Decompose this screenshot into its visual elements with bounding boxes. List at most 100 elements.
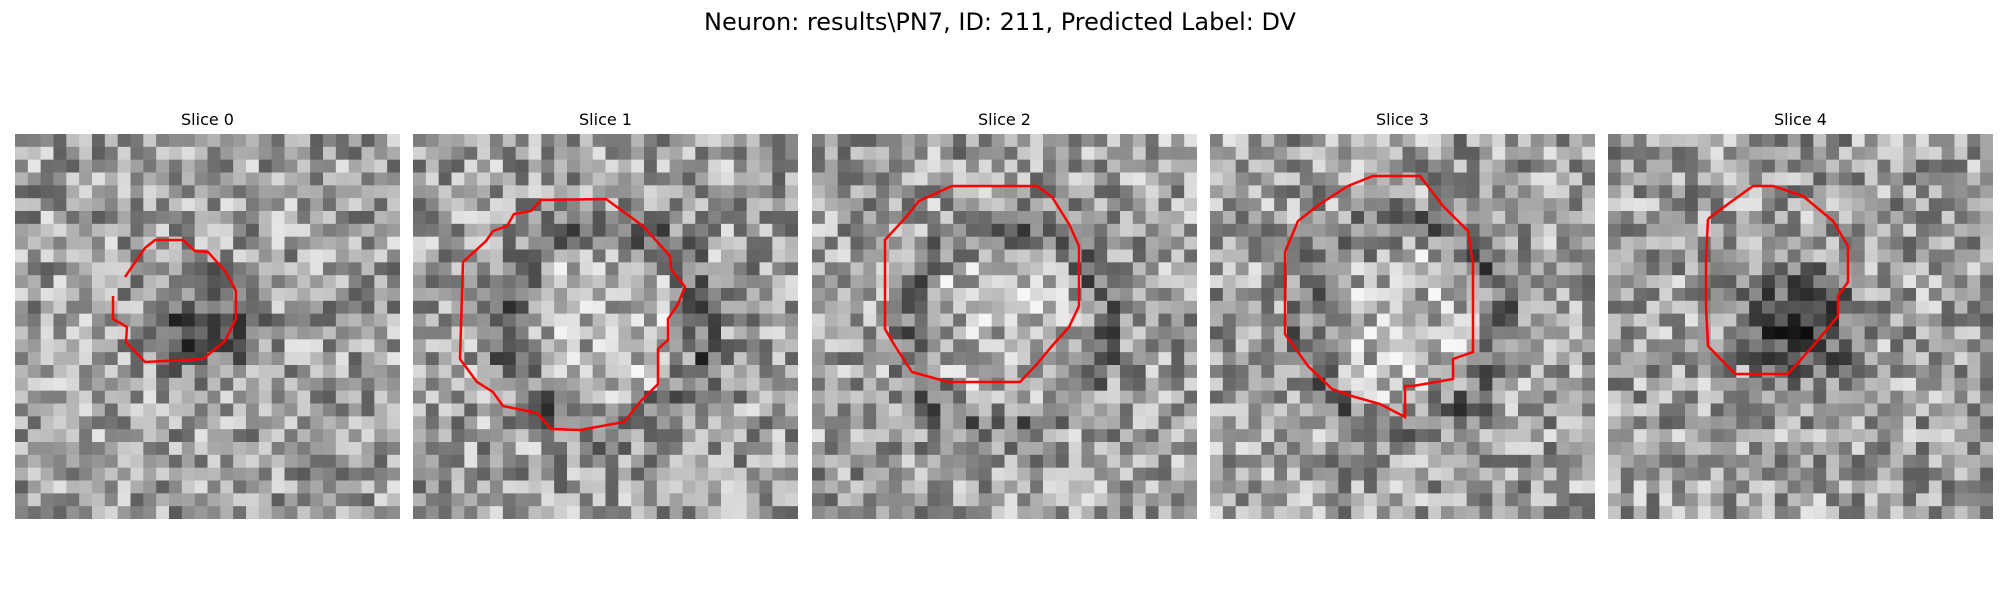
pixel [1530, 172, 1545, 186]
pixel [1697, 288, 1712, 302]
pixel [1530, 198, 1545, 212]
pixel [66, 275, 80, 289]
pixel [1081, 146, 1095, 161]
pixel [1030, 236, 1044, 251]
pixel [15, 313, 29, 328]
pixel [348, 249, 363, 263]
pixel [1222, 262, 1237, 276]
pixel [310, 249, 324, 263]
pixel [695, 365, 709, 379]
pixel [1453, 429, 1468, 443]
pixel [413, 134, 427, 148]
pixel [1004, 493, 1018, 507]
pixel [1582, 403, 1595, 417]
pixel [27, 493, 42, 507]
pixel [1774, 403, 1789, 417]
pixel [1954, 390, 1968, 405]
pixel [1466, 223, 1481, 238]
pixel [1659, 390, 1673, 405]
pixel [335, 313, 350, 328]
pixel [656, 223, 671, 238]
pixel [644, 262, 658, 276]
pixel [1864, 159, 1879, 174]
pixel [669, 146, 684, 161]
pixel [837, 480, 852, 494]
pixel [1376, 339, 1391, 353]
pixel [1890, 313, 1904, 328]
pixel [1916, 275, 1930, 289]
pixel [1697, 493, 1712, 507]
pixel [1556, 467, 1570, 482]
pixel [1774, 223, 1789, 238]
pixel [1749, 480, 1763, 494]
pixel [759, 403, 773, 417]
pixel [1736, 198, 1750, 212]
pixel [310, 262, 324, 276]
pixel [1851, 429, 1866, 443]
pixel [464, 275, 478, 289]
pixel [1287, 198, 1301, 212]
pixel [889, 223, 903, 238]
pixel [1723, 480, 1737, 494]
pixel [1851, 288, 1866, 302]
pixel [1171, 134, 1185, 148]
pixel [554, 365, 568, 379]
pixel [876, 403, 890, 417]
pixel [1107, 249, 1121, 263]
pixel [1659, 223, 1673, 238]
pixel [464, 442, 478, 456]
pixel [991, 146, 1006, 161]
pixel [876, 159, 890, 174]
pixel [850, 313, 864, 328]
pixel [1030, 159, 1044, 174]
pixel [1312, 275, 1327, 289]
pixel [335, 493, 350, 507]
pixel [876, 506, 890, 519]
pixel [1749, 236, 1763, 251]
pixel [605, 390, 619, 405]
pixel [1145, 467, 1160, 482]
pixel [1389, 442, 1404, 456]
pixel [1299, 185, 1314, 199]
pixel [27, 249, 42, 263]
pixel [1479, 403, 1493, 417]
pixel [27, 211, 42, 225]
pixel [1954, 403, 1968, 417]
pixel [477, 403, 491, 417]
pixel [1736, 339, 1750, 353]
pixel [1184, 339, 1197, 353]
pixel [207, 288, 221, 302]
pixel [1043, 480, 1057, 494]
pixel [1851, 365, 1866, 379]
pixel [631, 159, 645, 174]
pixel [1710, 275, 1725, 289]
pixel [1107, 275, 1121, 289]
pixel [1736, 493, 1750, 507]
pixel [1055, 185, 1070, 199]
pixel [1941, 506, 1956, 519]
pixel [579, 339, 594, 353]
pixel [824, 339, 839, 353]
pixel [194, 454, 209, 469]
pixel [863, 134, 877, 148]
pixel [79, 198, 93, 212]
pixel [927, 390, 941, 405]
pixel [1864, 300, 1879, 315]
pixel [1530, 159, 1545, 174]
pixel [1389, 339, 1404, 353]
pixel [1672, 198, 1686, 212]
pixel [876, 442, 890, 456]
pixel [1107, 198, 1121, 212]
pixel [1428, 352, 1442, 366]
pixel [733, 134, 748, 148]
pixel [40, 134, 55, 148]
pixel [233, 185, 247, 199]
pixel [1030, 339, 1044, 353]
pixel [297, 493, 311, 507]
pixel [889, 288, 903, 302]
pixel [374, 377, 388, 392]
pixel [772, 326, 786, 340]
pixel [246, 467, 260, 482]
pixel [27, 159, 42, 174]
